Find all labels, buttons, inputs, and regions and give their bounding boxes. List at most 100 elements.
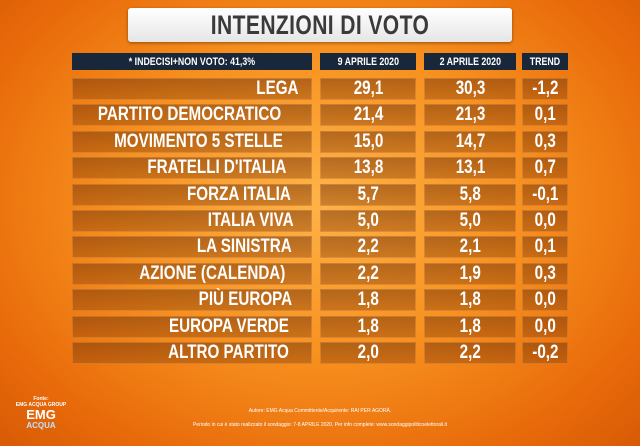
cell-value: 13,8: [320, 157, 416, 180]
party-name-text: LA SINISTRA: [197, 236, 293, 258]
cell-value-text: 1,8: [459, 289, 481, 311]
cell-value: 1,8: [424, 315, 516, 338]
cell-value: 0,0: [522, 315, 568, 338]
party-name-text: FORZA ITALIA: [187, 183, 292, 205]
party-name: PIÙ EUROPA: [72, 289, 312, 312]
party-name-text: EUROPA VERDE: [169, 315, 290, 337]
cell-value: 30,3: [424, 78, 516, 100]
cell-value-text: 13,1: [455, 157, 485, 179]
party-name: MOVIMENTO 5 STELLE: [72, 130, 312, 153]
cell-value-text: 15,0: [353, 130, 383, 152]
cell-value-text: 0,1: [534, 236, 556, 258]
cell-value-text: 2,1: [459, 236, 481, 258]
cell-value-text: 0,0: [534, 289, 556, 311]
party-name-text: MOVIMENTO 5 STELLE: [114, 130, 283, 152]
party-name: LEGA: [72, 78, 312, 100]
title: INTENZIONI DI VOTO: [210, 9, 430, 40]
cell-value-text: 2,2: [357, 262, 379, 284]
footer-note: Periodo in cui è stato realizzato il son…: [192, 422, 448, 428]
cell-value-text: -0,2: [531, 342, 559, 363]
cell-value-text: 1,8: [459, 315, 481, 337]
cell-value-text: 0,3: [534, 130, 556, 152]
column-header: * INDECISI+NON VOTO: 41,3%: [72, 53, 312, 70]
column-header-text: TREND: [529, 55, 561, 68]
cell-value: 0,1: [522, 104, 568, 127]
party-name: FORZA ITALIA: [72, 183, 312, 206]
cell-value-text: 2,0: [357, 342, 379, 363]
cell-value-text: 2,2: [357, 236, 379, 258]
cell-value-text: 5,0: [357, 210, 379, 231]
cell-value: 1,8: [320, 289, 416, 312]
cell-value: 13,1: [424, 157, 516, 180]
party-name-text: FRATELLI D'ITALIA: [147, 157, 287, 179]
cell-value-text: -0,1: [531, 183, 559, 205]
party-name: FRATELLI D'ITALIA: [72, 157, 312, 180]
cell-value-text: 21,4: [353, 104, 383, 126]
column-header-text: 9 APRILE 2020: [337, 55, 399, 68]
cell-value-text: 0,1: [534, 104, 556, 126]
cell-value-text: 0,0: [534, 315, 556, 337]
source: EMG ACQUA GROUP: [15, 402, 67, 408]
logo: Fonte: EMG ACQUA GROUP EMG ACQUA: [14, 396, 68, 430]
cell-value: 5,8: [424, 183, 516, 206]
cell-value: 0,1: [522, 236, 568, 259]
cell-value-text: 0,7: [534, 157, 556, 179]
cell-value: 1,8: [424, 289, 516, 312]
column-header: 9 APRILE 2020: [320, 53, 416, 70]
cell-value: 5,0: [424, 210, 516, 232]
cell-value-text: 5,0: [459, 210, 481, 231]
party-name-text: ITALIA VIVA: [207, 210, 294, 231]
column-header: TREND: [522, 53, 568, 70]
cell-value-text: 0,0: [534, 210, 556, 231]
cell-value: 2,2: [320, 262, 416, 285]
cell-value: 5,7: [320, 183, 416, 206]
cell-value: 0,3: [522, 262, 568, 285]
cell-value: 29,1: [320, 78, 416, 100]
party-name-text: PARTITO DEMOCRATICO: [97, 104, 282, 126]
cell-value-text: 2,2: [459, 342, 481, 363]
party-name-text: LEGA: [256, 78, 299, 99]
cell-value: -0,2: [522, 342, 568, 364]
cell-value: 2,2: [424, 342, 516, 364]
cell-value-text: -1,2: [531, 78, 559, 99]
source-label: Fonte:: [33, 396, 49, 402]
cell-value: 14,7: [424, 130, 516, 153]
cell-value-text: 0,3: [534, 262, 556, 284]
cell-value-text: 1,8: [357, 315, 379, 337]
party-name-text: PIÙ EUROPA: [198, 289, 293, 311]
cell-value-text: 14,7: [455, 130, 485, 152]
cell-value-text: 13,8: [353, 157, 383, 179]
footer-note: Autore: EMG Acqua Committente/Acquirente…: [248, 408, 392, 414]
cell-value: 5,0: [320, 210, 416, 232]
cell-value: 1,9: [424, 262, 516, 285]
party-name: AZIONE (CALENDA): [72, 262, 312, 285]
logo-bottom: ACQUA: [26, 421, 56, 430]
cell-value: -0,1: [522, 183, 568, 206]
cell-value: 2,0: [320, 342, 416, 364]
cell-value: 0,3: [522, 130, 568, 153]
party-name-text: AZIONE (CALENDA): [139, 262, 286, 284]
cell-value-text: 30,3: [455, 78, 485, 99]
logo-top: EMG: [26, 407, 56, 422]
cell-value: -1,2: [522, 78, 568, 100]
cell-value-text: 5,8: [459, 183, 481, 205]
cell-value-text: 1,8: [357, 289, 379, 311]
party-name: ITALIA VIVA: [72, 210, 312, 232]
cell-value: 2,1: [424, 236, 516, 259]
party-name-text: ALTRO PARTITO: [168, 342, 289, 363]
cell-value: 21,4: [320, 104, 416, 127]
cell-value-text: 21,3: [455, 104, 485, 126]
cell-value-text: 1,9: [459, 262, 481, 284]
column-header: 2 APRILE 2020: [424, 53, 516, 70]
cell-value-text: 5,7: [357, 183, 379, 205]
column-header-text: 2 APRILE 2020: [439, 55, 501, 68]
cell-value: 21,3: [424, 104, 516, 127]
cell-value-text: 29,1: [353, 78, 383, 99]
cell-value: 2,2: [320, 236, 416, 259]
party-name: ALTRO PARTITO: [72, 342, 312, 364]
cell-value: 0,0: [522, 210, 568, 232]
party-name: EUROPA VERDE: [72, 315, 312, 338]
cell-value: 15,0: [320, 130, 416, 153]
party-name: LA SINISTRA: [72, 236, 312, 259]
